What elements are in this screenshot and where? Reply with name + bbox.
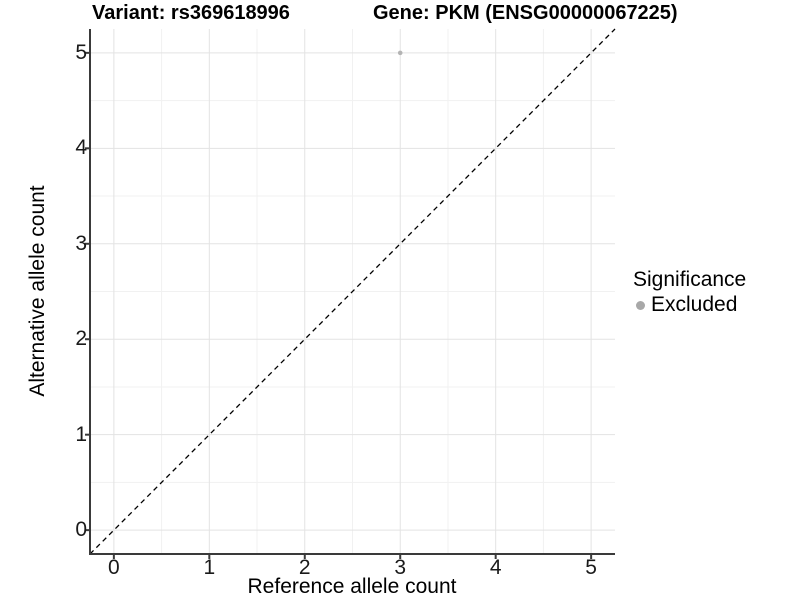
x-tick-label: 4 bbox=[489, 556, 502, 579]
plot-title-variant: Variant: rs369618996 bbox=[92, 2, 290, 24]
data-point bbox=[397, 50, 403, 56]
identity-line bbox=[89, 28, 616, 555]
x-tick-label: 0 bbox=[108, 556, 120, 579]
legend-title: Significance bbox=[633, 268, 747, 291]
y-tick-label: 1 bbox=[75, 422, 87, 446]
y-tick-label: 5 bbox=[75, 40, 87, 64]
x-tick-label: 2 bbox=[298, 556, 311, 579]
legend-entry-excluded: Excluded bbox=[633, 293, 746, 317]
legend: Significance Excluded bbox=[633, 268, 746, 317]
x-axis-title: Reference allele count bbox=[247, 575, 457, 598]
x-tick-label: 5 bbox=[585, 556, 597, 579]
y-tick-label: 2 bbox=[75, 327, 87, 351]
x-tick-label: 1 bbox=[203, 556, 216, 579]
plot-title-gene: Gene: PKM (ENSG00000067225) bbox=[373, 2, 678, 24]
y-tick-label: 4 bbox=[75, 136, 87, 160]
y-tick-label: 3 bbox=[75, 231, 87, 255]
y-axis-title: Alternative allele count bbox=[26, 185, 49, 397]
x-tick-label: 3 bbox=[394, 556, 407, 579]
legend-point-icon bbox=[636, 300, 645, 310]
y-tick-label: 0 bbox=[75, 518, 87, 542]
legend-entry-label: Excluded bbox=[651, 293, 738, 316]
